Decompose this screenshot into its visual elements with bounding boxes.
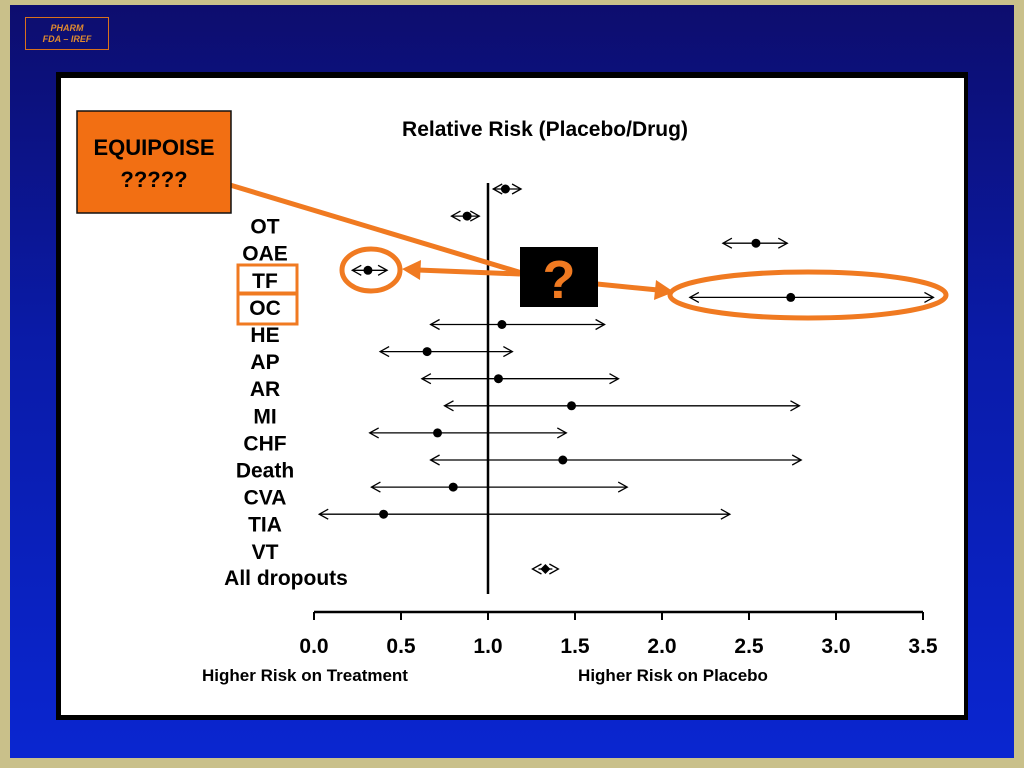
ci-arrow-left <box>491 183 503 195</box>
point-estimate <box>448 482 458 492</box>
point-estimate <box>751 238 761 248</box>
row-label: AR <box>250 378 280 401</box>
row-label: TF <box>252 270 278 293</box>
callout-line-2: ????? <box>120 167 187 192</box>
arrow-left-head <box>402 260 421 280</box>
question-mark: ? <box>543 250 576 310</box>
annotations: ? EQUIPOISE????? <box>76 110 949 326</box>
row-label: CVA <box>244 487 287 510</box>
row-label: HE <box>250 324 279 347</box>
right-highlight-ellipse <box>667 269 949 321</box>
ci-arrow-left <box>368 427 379 439</box>
row-label: VT <box>252 541 279 564</box>
ci-arrow-left <box>317 508 329 520</box>
ci-arrow-right <box>609 373 620 385</box>
row-label: OAE <box>242 243 288 266</box>
arrow-left-shaft <box>417 267 521 277</box>
callout-line-1: EQUIPOISE <box>93 135 214 160</box>
forest-rows <box>317 183 935 594</box>
x-tick-label: 2.0 <box>647 635 676 658</box>
ci-arrow-right <box>924 291 935 303</box>
ci-arrow-left <box>429 318 440 331</box>
question-box <box>520 247 598 307</box>
x-axis: 0.0 0.5 1.0 1.5 2.0 2.5 3.0 3.5 <box>299 610 938 658</box>
point-estimate <box>493 374 503 384</box>
row-label: AP <box>250 351 279 374</box>
point-estimate <box>462 211 472 221</box>
summary-arrow-right <box>549 563 560 575</box>
ci-arrow-right <box>777 237 789 249</box>
ci-arrow-left <box>420 373 432 385</box>
ci-arrow-right <box>469 210 481 222</box>
row-label: OT <box>250 216 279 239</box>
he-highlight-box <box>236 292 299 326</box>
equipoise-callout <box>76 110 232 214</box>
ci-arrow-right <box>503 346 514 358</box>
chart-title: Relative Risk (Placebo/Drug) <box>402 118 688 141</box>
ci-arrow-left <box>429 454 440 466</box>
ci-arrow-left <box>370 481 381 493</box>
x-tick-label: 3.5 <box>908 635 938 658</box>
arrow-right-head <box>654 280 674 300</box>
ci-arrow-right <box>595 318 606 331</box>
callout-connector <box>229 182 523 276</box>
row-labels: OT OAE TF OC HE AP AR MI CHF Death CVA TIA VT All dro… <box>224 216 348 590</box>
ci-arrow-right <box>556 427 568 439</box>
point-estimate <box>379 509 389 519</box>
summary-arrow-left <box>531 563 542 575</box>
point-estimate <box>500 184 510 194</box>
summary-label: All dropouts <box>224 567 348 590</box>
x-tick-label: 2.5 <box>734 635 764 658</box>
ci-arrow-right <box>511 183 523 195</box>
ci-arrow-right <box>377 264 389 276</box>
x-tick-label: 3.0 <box>821 635 850 658</box>
point-estimate <box>433 428 443 438</box>
point-estimate <box>567 401 577 411</box>
arrow-right-shaft <box>596 281 659 293</box>
badge-line-2: FDA – IREF <box>42 33 92 44</box>
ci-arrow-right <box>720 508 732 520</box>
ci-arrow-left <box>721 237 733 249</box>
ci-arrow-right <box>791 454 803 466</box>
pharm-badge: PHARM FDA – IREF <box>25 17 109 50</box>
point-estimate <box>497 320 507 329</box>
ci-arrow-left <box>350 264 362 276</box>
row-label: OC <box>249 297 281 320</box>
ci-arrow-left <box>450 210 461 222</box>
ci-arrow-right <box>790 400 801 412</box>
badge-line-1: PHARM <box>50 22 84 33</box>
ci-arrow-left <box>378 346 390 358</box>
row-label: CHF <box>243 432 286 455</box>
point-estimate <box>363 265 373 275</box>
x-caption-left: Higher Risk on Treatment <box>202 666 408 685</box>
left-highlight-ellipse <box>339 246 403 294</box>
ci-arrow-right <box>617 481 629 493</box>
ci-arrow-left <box>688 291 700 303</box>
summary-diamond <box>540 564 551 574</box>
row-label: TIA <box>248 514 282 537</box>
row-label: Death <box>236 460 294 483</box>
point-estimate <box>786 292 796 302</box>
x-tick-label: 0.5 <box>386 635 416 658</box>
x-tick-label: 0.0 <box>299 635 328 658</box>
x-tick-label: 1.0 <box>473 635 502 658</box>
x-tick-label: 1.5 <box>560 635 590 658</box>
ci-arrow-left <box>443 400 454 412</box>
x-caption-right: Higher Risk on Placebo <box>578 666 768 685</box>
point-estimate <box>558 455 568 465</box>
row-label: MI <box>253 405 276 428</box>
point-estimate <box>422 347 432 357</box>
